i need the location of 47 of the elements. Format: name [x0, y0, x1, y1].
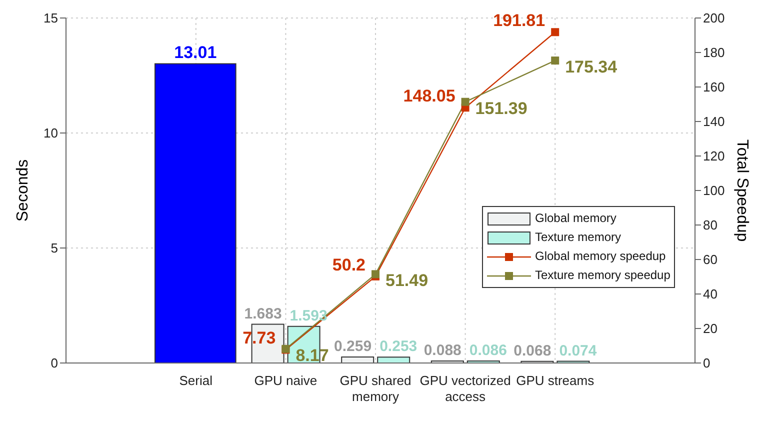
- legend-label: Global memory speedup: [535, 248, 666, 265]
- legend-label: Texture memory: [535, 229, 622, 246]
- y2-axis-title: Total Speedup: [733, 139, 750, 242]
- data-label: 0.253: [380, 338, 418, 356]
- x-tick-label: Serial: [179, 373, 213, 388]
- bar: [154, 63, 236, 363]
- x-tick-label: GPU naive: [254, 373, 318, 388]
- data-label: 0.074: [559, 342, 598, 360]
- y-tick-label: 0: [50, 356, 58, 371]
- y2-tick-label: 20: [703, 321, 718, 336]
- y2-tick-label: 180: [703, 45, 725, 60]
- bar: [341, 356, 374, 363]
- y2-tick-label: 140: [703, 114, 725, 130]
- data-label: 191.81: [493, 11, 546, 30]
- data-label: 175.34: [565, 58, 618, 77]
- data-label: 1.593: [290, 307, 328, 324]
- data-label: 0.086: [469, 342, 507, 360]
- legend-label: Global memory: [535, 210, 616, 227]
- y2-tick-label: 40: [703, 286, 718, 302]
- y2-tick-label: 120: [703, 148, 725, 164]
- y-tick-label: 5: [50, 240, 58, 256]
- y2-tick-label: 200: [703, 10, 725, 26]
- y-axis-title: Seconds: [14, 159, 32, 222]
- point: [461, 98, 470, 106]
- bar: [377, 356, 410, 363]
- legend-label: Texture memory speedup: [535, 267, 670, 284]
- y2-tick-label: 80: [703, 218, 718, 233]
- data-label: 50.2: [332, 255, 366, 274]
- data-label: 0.088: [424, 342, 462, 359]
- x-tick-label: GPU shared memory: [340, 373, 412, 404]
- data-label: 148.05: [403, 86, 456, 106]
- point: [551, 56, 560, 65]
- y-tick-label: 10: [44, 126, 58, 141]
- y2-tick-label: 60: [703, 252, 718, 268]
- data-label: 0.259: [334, 338, 372, 356]
- data-label: 13.01: [174, 42, 217, 62]
- data-label: 51.49: [386, 271, 428, 290]
- y2-tick-label: 160: [703, 80, 725, 95]
- data-label: 0.068: [514, 342, 552, 360]
- y2-tick-label: 100: [703, 183, 725, 198]
- y-tick-label: 15: [44, 10, 58, 26]
- y2-tick-label: 0: [703, 356, 710, 371]
- point: [551, 28, 560, 36]
- data-label: 151.39: [475, 98, 528, 118]
- data-label: 1.683: [244, 305, 282, 322]
- x-tick-label: GPU streams: [516, 373, 595, 388]
- x-tick-label: GPU vectorized access: [420, 373, 511, 404]
